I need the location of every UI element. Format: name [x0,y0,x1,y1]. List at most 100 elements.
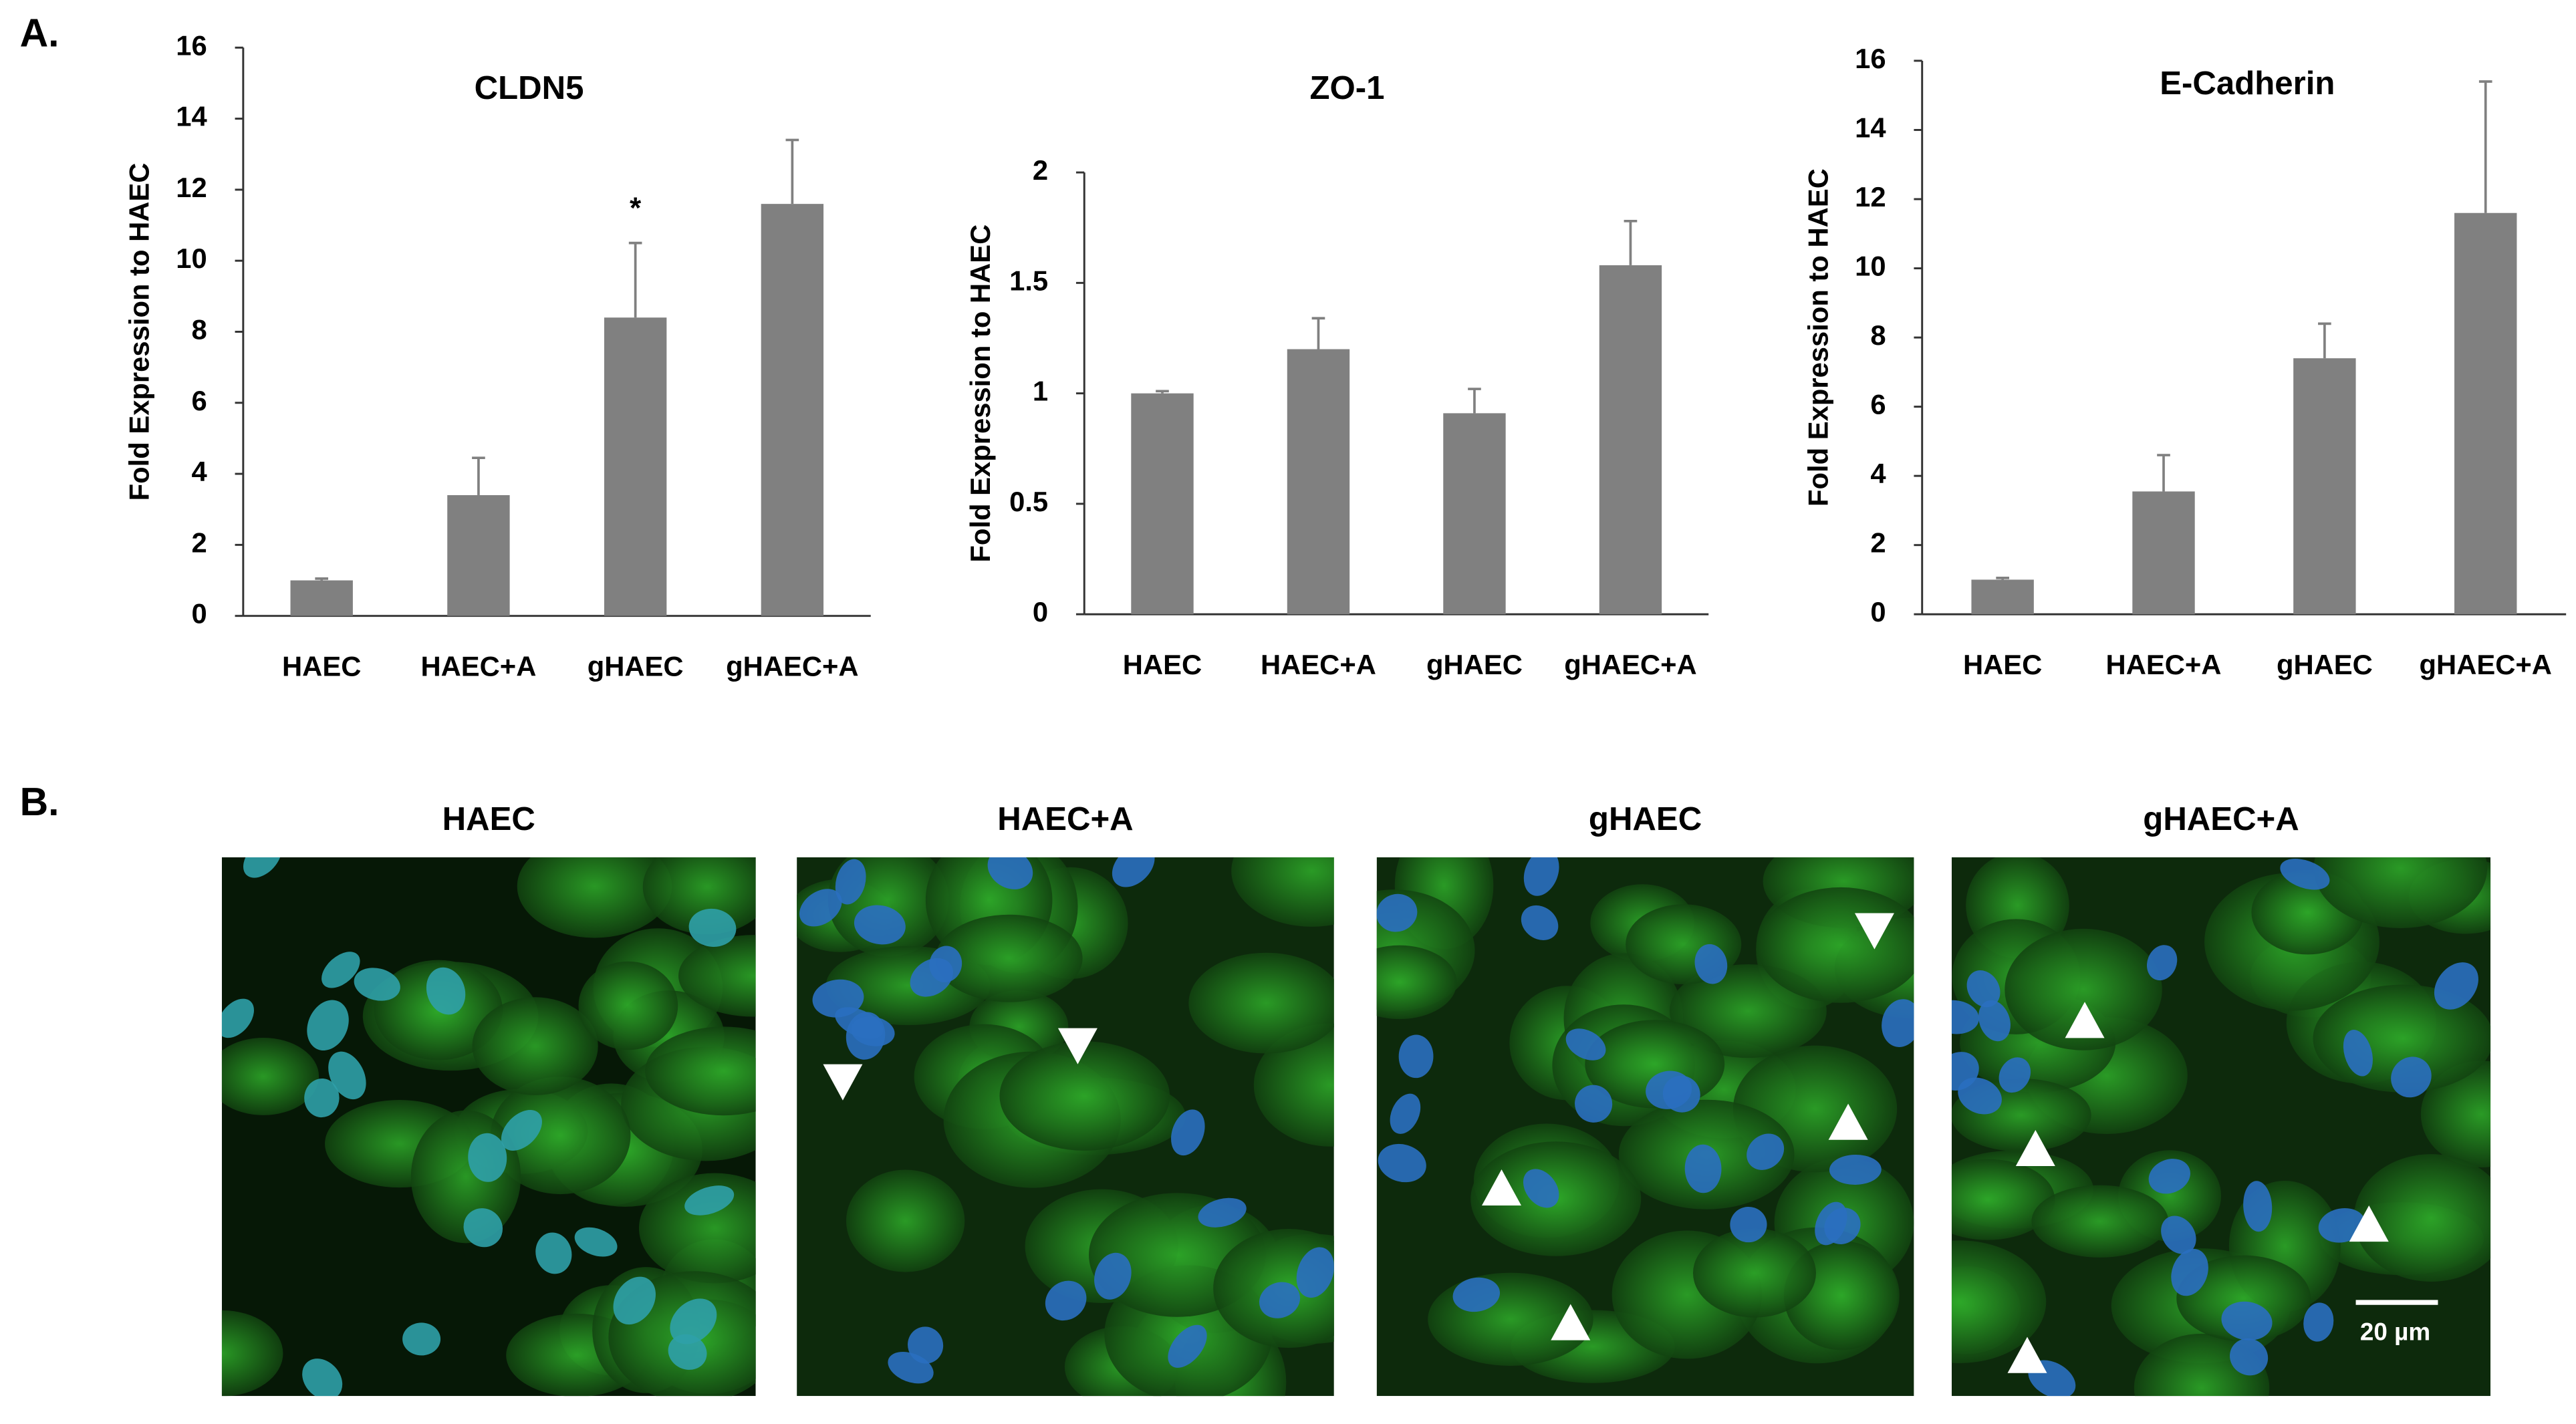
image-title: gHAEC [1589,801,1702,837]
y-tick-label: 8 [192,314,207,345]
nucleus [1958,1077,2002,1115]
nucleus [2161,1216,2196,1254]
nucleus [2434,962,2478,1010]
cell [2176,1255,2311,1342]
nucleus [1646,1071,1692,1109]
arrowhead [1482,1169,1522,1206]
bar [2454,212,2517,615]
nucleus [1951,1000,1979,1034]
y-axis-label: Fold Expression to HAEC [1802,168,1833,507]
nucleus [2221,1301,2273,1340]
nucleus [2391,1056,2432,1098]
x-tick-label: HAEC+A [2106,649,2222,680]
nucleus [1829,1154,1882,1185]
x-tick-label: HAEC [282,650,361,682]
nucleus [402,1322,441,1356]
y-tick-label: 16 [1855,43,1886,74]
cell [1253,1023,1334,1147]
cell [1757,887,1914,1003]
nucleus [1198,1197,1247,1228]
bar [604,317,667,616]
nucleus [1168,1324,1207,1368]
micrograph-content [1376,857,1914,1397]
nucleus [1730,1206,1767,1243]
bar [2293,358,2356,615]
nucleus [1171,1109,1205,1156]
y-tick-label: 6 [192,385,207,416]
nucleus [426,967,466,1015]
cell [517,857,672,938]
nucleus [2171,1248,2208,1296]
y-axis-label: Fold Expression to HAEC [123,163,154,501]
arrowhead [1551,1304,1591,1340]
cell [2031,1185,2169,1258]
cell [2353,1154,2491,1282]
nucleus [1999,1057,2031,1093]
micrograph [1951,857,2491,1397]
y-tick-label: 12 [176,172,207,203]
bar [2132,491,2195,615]
nucleus [1259,1282,1301,1318]
y-tick-label: 16 [176,29,207,61]
nucleus [684,1185,735,1216]
arrowhead [1057,1028,1098,1064]
y-tick-label: 8 [1870,319,1886,351]
nucleus [354,968,400,1001]
x-tick-label: gHAEC+A [2420,649,2552,680]
micrograph-content [1951,857,2491,1397]
chart-title: E-Cadherin [2160,65,2335,102]
nucleus [851,1016,895,1046]
bar [1599,265,1662,615]
nucleus [2343,1030,2373,1077]
arrowhead [2065,1002,2105,1038]
nucleus [688,908,737,947]
cell [1188,952,1334,1054]
nucleus [1094,1252,1132,1300]
arrowhead [2349,1205,2389,1242]
arrowhead [2007,1336,2047,1373]
x-tick-label: gHAEC+A [726,650,858,682]
arrowhead [2015,1129,2055,1167]
nucleus [468,1133,507,1182]
cell [645,1026,756,1116]
micrograph [221,857,756,1397]
y-tick-label: 10 [176,243,207,274]
nucleus [835,859,866,905]
nucleus [2148,1159,2190,1194]
nucleus [1815,1201,1847,1246]
x-tick-label: HAEC [1123,649,1202,680]
x-tick-label: HAEC+A [1261,649,1376,680]
bar [761,204,824,616]
nucleus [929,946,962,983]
y-tick-label: 2 [1870,527,1886,559]
nucleus [1376,893,1418,932]
arrowhead [1828,1103,1868,1140]
y-tick-label: 0 [192,598,207,629]
scale-bar-label: 20 µm [2360,1318,2430,1345]
nucleus [243,857,282,878]
cell [1231,857,1334,927]
nucleus [987,857,1033,889]
cell [678,935,756,1017]
significance-mark: * [630,192,642,225]
bar [1971,579,2034,615]
cell [1951,1240,2047,1363]
cell [935,914,1083,1002]
nucleus [2230,1338,2269,1376]
nucleus [1747,1133,1785,1170]
micrograph [1376,857,1914,1397]
nucleus [1398,1034,1434,1079]
nucleus [2280,859,2330,890]
nucleus [1966,970,2001,1008]
y-tick-label: 6 [1870,389,1886,420]
nucleus [328,1051,366,1100]
cell [1376,945,1457,1020]
x-tick-label: HAEC+A [420,650,536,682]
panel-label: A. [20,12,59,55]
nucleus [1523,857,1559,896]
cell [221,1310,283,1397]
y-tick-label: 0.5 [1009,486,1048,517]
nucleus [501,1110,542,1151]
cell [578,961,678,1050]
